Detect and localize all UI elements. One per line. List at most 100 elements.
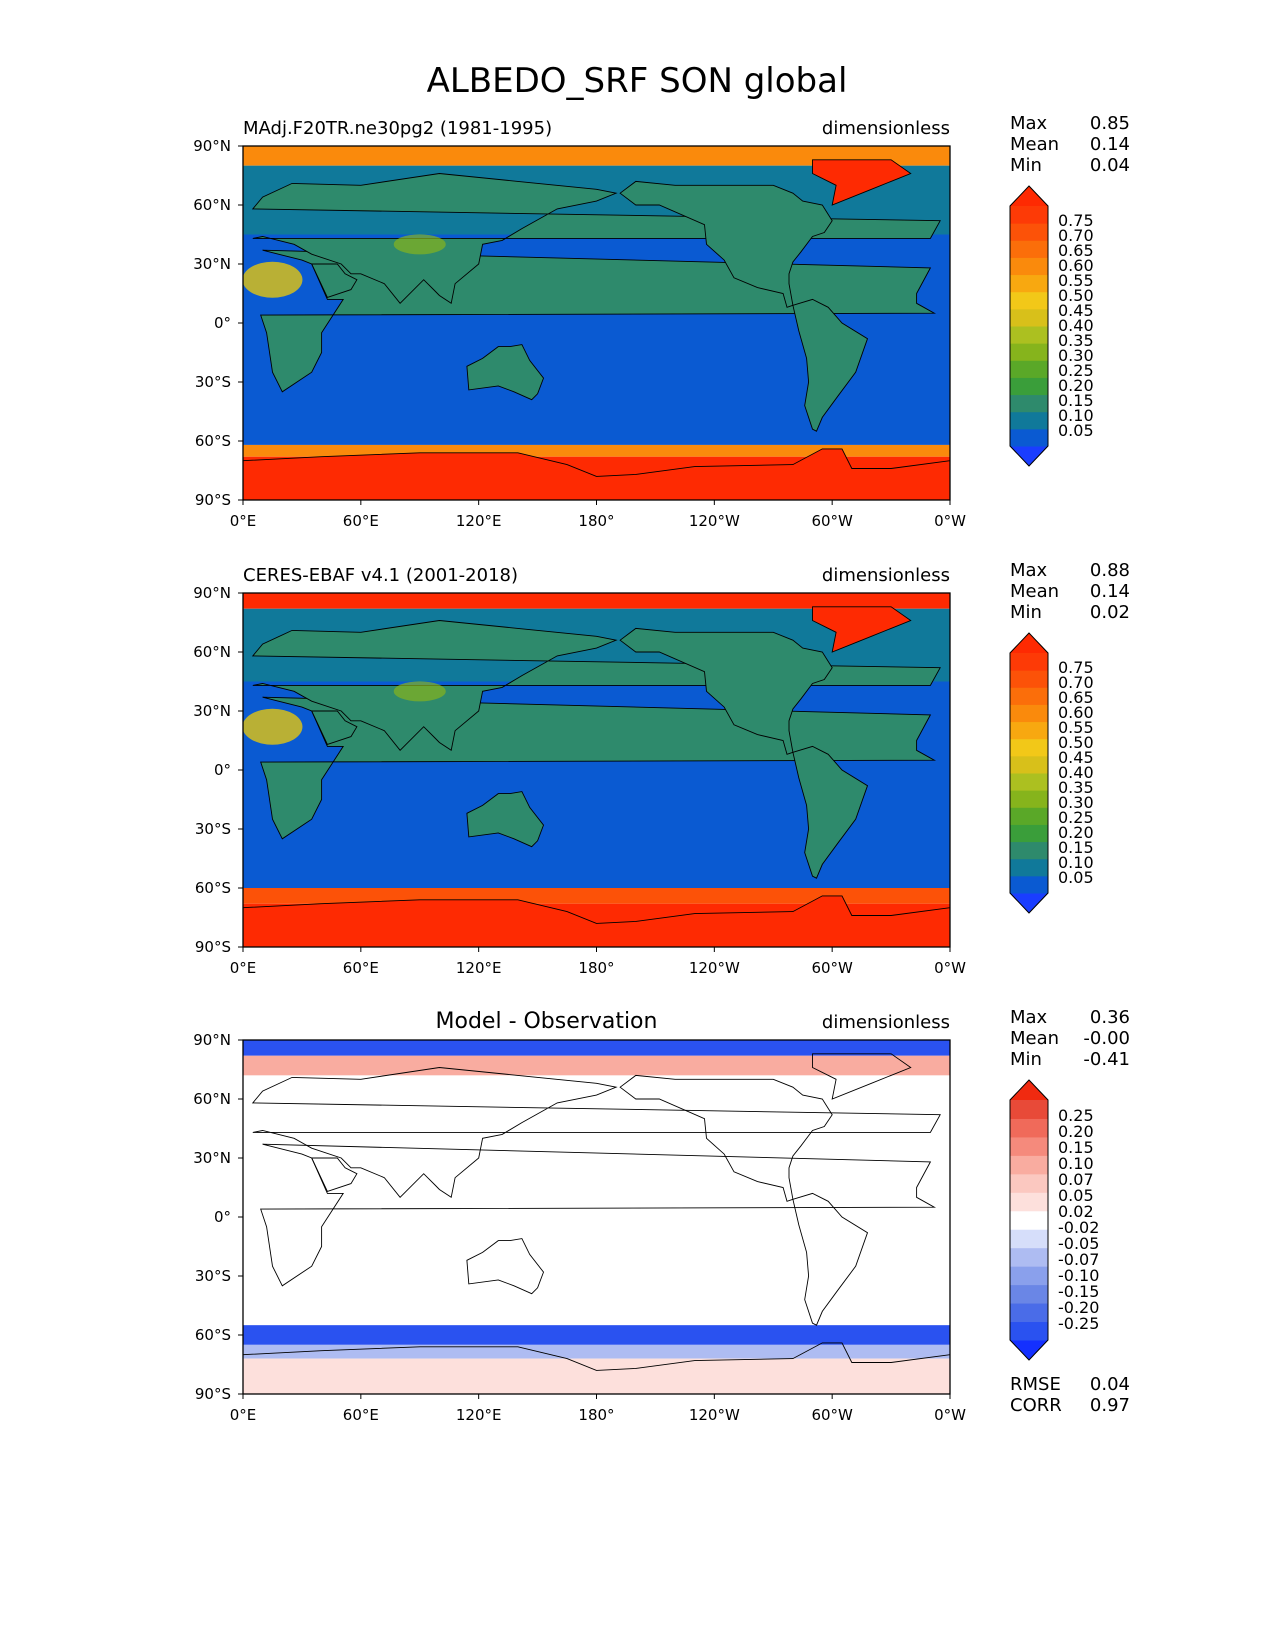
- colorbar-segment: [1010, 1247, 1048, 1267]
- stat-label-mean: Mean: [1010, 134, 1059, 155]
- colorbar-segment: [1010, 790, 1048, 808]
- colorbar-tick-label: -0.05: [1058, 1234, 1099, 1253]
- colorbar-segment: [1010, 1192, 1048, 1212]
- stat-value-mean: 0.14: [1090, 134, 1130, 155]
- panel-title-left: MAdj.F20TR.ne30pg2 (1981-1995): [243, 118, 552, 139]
- stat-value-min: 0.02: [1090, 602, 1130, 623]
- colorbar-extend-high: [1010, 186, 1048, 206]
- colorbar-tick-label: 0.25: [1058, 808, 1094, 827]
- x-tick-label: 60°E: [343, 512, 379, 530]
- x-tick-label: 60°W: [811, 512, 853, 530]
- colorbar-segment: [1010, 223, 1048, 241]
- x-tick-label: 0°W: [934, 512, 966, 530]
- y-tick-label: 30°N: [193, 1149, 231, 1167]
- colorbar-segment: [1010, 738, 1048, 757]
- colorbar-segment: [1010, 343, 1048, 361]
- lat-band: [243, 411, 950, 445]
- central-asia-region: [393, 234, 446, 255]
- y-tick-label: 60°S: [195, 879, 231, 897]
- colorbar-tick-label: 0.35: [1058, 331, 1094, 350]
- x-tick-label: 60°W: [811, 1406, 853, 1424]
- colorbar-tick-label: 0.15: [1058, 838, 1094, 857]
- coastline-australia: [466, 1238, 545, 1295]
- coastline-arabia: [310, 263, 358, 298]
- y-tick-label: 90°N: [193, 584, 231, 602]
- colorbar-segment: [1010, 291, 1048, 310]
- map-field: [243, 1040, 950, 1394]
- colorbar-outline: [1009, 185, 1049, 467]
- colorbar-segment: [1010, 360, 1048, 378]
- y-tick-label: 60°S: [195, 432, 231, 450]
- colorbar-segment: [1010, 206, 1048, 224]
- colorbar-segment: [1010, 824, 1048, 843]
- colorbar-tick-label: 0.40: [1058, 763, 1094, 782]
- coastline-europe-asia: [251, 620, 941, 752]
- stat-label-max: Max: [1010, 113, 1048, 134]
- y-tick-label: 30°S: [195, 373, 231, 391]
- coastline-south-america: [792, 745, 869, 879]
- colorbar-tick-label: 0.40: [1058, 316, 1094, 335]
- y-tick-label: 0°: [214, 1208, 231, 1226]
- colorbar-tick-label: 0.65: [1058, 688, 1094, 707]
- stat-value-min: 0.04: [1090, 155, 1130, 176]
- panel-model: 0°E 60°E 120°E 180° 120°W 60°W 0°W 90°N 60°N 30°N…: [193, 113, 1130, 530]
- x-tick-label: 0°E: [230, 512, 257, 530]
- coastline-europe-asia: [251, 1067, 941, 1199]
- summary-label-rmse: RMSE: [1010, 1374, 1061, 1395]
- lat-band: [243, 1075, 950, 1326]
- colorbar-segment: [1010, 1266, 1048, 1286]
- colorbar-segment: [1010, 1155, 1048, 1175]
- stat-label-min: Min: [1010, 602, 1042, 623]
- colorbar-tick-label: -0.15: [1058, 1282, 1099, 1301]
- colorbar-segment: [1010, 773, 1048, 791]
- colorbar-tick-label: 0.05: [1058, 421, 1094, 440]
- x-tick-label: 120°W: [689, 959, 740, 977]
- x-tick-label: 60°E: [343, 1406, 379, 1424]
- lat-band: [243, 444, 950, 457]
- stat-label-mean: Mean: [1010, 1028, 1059, 1049]
- colorbar-tick-label: -0.10: [1058, 1266, 1099, 1285]
- colorbar-segment: [1010, 858, 1048, 877]
- colorbar-tick-label: 0.60: [1058, 703, 1094, 722]
- map-field: [243, 146, 950, 500]
- colorbar-tick-label: 0.70: [1058, 226, 1094, 245]
- colorbar: 0.750.700.650.600.550.500.450.400.350.30…: [1009, 632, 1094, 914]
- x-tick-label: 180°: [578, 959, 614, 977]
- colorbar-extend-low: [1010, 446, 1048, 466]
- colorbar-segment: [1010, 428, 1048, 447]
- colorbar-segment: [1010, 1118, 1048, 1138]
- lat-band: [243, 858, 950, 888]
- colorbar-segment: [1010, 1303, 1048, 1323]
- stat-label-min: Min: [1010, 155, 1042, 176]
- map-field: [243, 593, 950, 947]
- panel-obs: 0°E 60°E 120°E 180° 120°W 60°W 0°W 90°N 60°N 30°N…: [193, 560, 1130, 977]
- colorbar-segment: [1010, 807, 1048, 825]
- colorbar-segment: [1010, 411, 1048, 430]
- colorbar-segment: [1010, 1321, 1048, 1341]
- colorbar-tick-label: 0.10: [1058, 853, 1094, 872]
- colorbar-tick-label: 0.05: [1058, 868, 1094, 887]
- colorbar: 0.250.200.150.100.070.050.02-0.02-0.05-0…: [1009, 1079, 1099, 1361]
- colorbar-tick-label: 0.30: [1058, 346, 1094, 365]
- colorbar-tick-label: 0.30: [1058, 793, 1094, 812]
- colorbar: 0.750.700.650.600.550.500.450.400.350.30…: [1009, 185, 1094, 467]
- panel-units: dimensionless: [822, 565, 950, 586]
- y-tick-label: 30°S: [195, 820, 231, 838]
- colorbar-extend-low: [1010, 1340, 1048, 1360]
- coastline-antarctica: [243, 1342, 950, 1394]
- panel-units: dimensionless: [822, 1012, 950, 1033]
- stat-value-max: 0.88: [1090, 560, 1130, 581]
- lat-band: [243, 1055, 950, 1076]
- coastline-north-america: [619, 1074, 833, 1202]
- x-tick-label: 0°E: [230, 959, 257, 977]
- coastline-greenland: [812, 159, 912, 206]
- lat-band: [243, 1358, 950, 1394]
- colorbar-tick-label: 0.10: [1058, 406, 1094, 425]
- x-tick-label: 120°E: [456, 959, 502, 977]
- coastline-australia: [466, 344, 545, 401]
- colorbar-tick-label: 0.05: [1058, 1186, 1094, 1205]
- colorbar-tick-label: 0.65: [1058, 241, 1094, 260]
- coastline-greenland: [812, 606, 912, 653]
- colorbar-extend-low: [1010, 893, 1048, 913]
- coastline-south-america: [792, 1192, 869, 1326]
